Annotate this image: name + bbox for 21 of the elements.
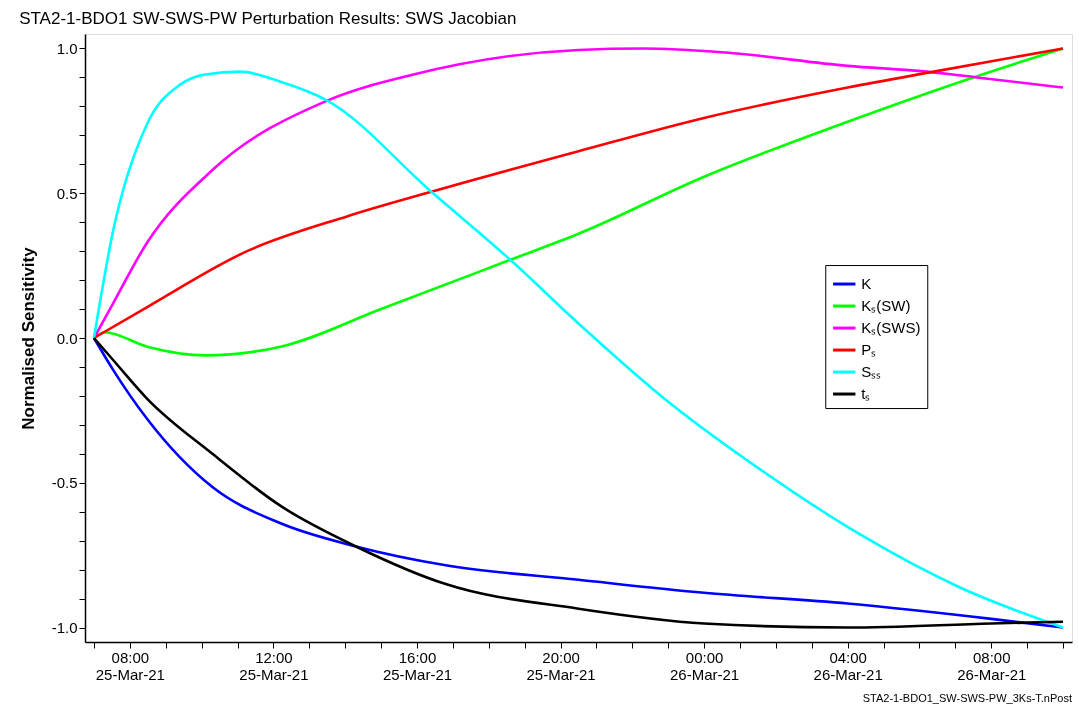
text: STA2-1-BDO1_SW-SWS-PW_3Ks-T.nPost — [862, 692, 1072, 704]
legend-label: K — [861, 275, 872, 293]
legend-label: tₛ — [861, 385, 871, 403]
y-tick-label: 1.0 — [56, 39, 78, 57]
x-tick-label: 08:00 26-Mar-21 — [957, 648, 1027, 683]
legend-label: Sₛₛ — [861, 363, 882, 381]
y-tick-label: -1.0 — [51, 619, 78, 637]
x-tick-label: 04:00 26-Mar-21 — [813, 648, 883, 683]
x-tick-label: 16:00 25-Mar-21 — [382, 648, 453, 683]
x-tick-label: 08:00 25-Mar-21 — [95, 648, 165, 683]
legend-label: Pₛ — [861, 341, 877, 359]
x-tick-label: 20:00 25-Mar-21 — [526, 648, 596, 683]
x-tick-label: 12:00 25-Mar-21 — [239, 648, 309, 683]
chart-title: STA2-1-BDO1 SW-SWS-PW Perturbation Results: SWS Jacobian — [19, 9, 517, 28]
x-tick-label: 00:00 26-Mar-21 — [670, 648, 740, 683]
legend-label: Kₛ(SWS) — [861, 319, 921, 337]
y-tick-label: -0.5 — [51, 474, 78, 492]
legend-label: Kₛ(SW) — [861, 297, 911, 315]
y-tick-label: 0.0 — [56, 329, 78, 347]
y-tick-label: 0.5 — [56, 184, 78, 202]
y-axis-title: Normalised Sensitivity — [18, 246, 38, 430]
